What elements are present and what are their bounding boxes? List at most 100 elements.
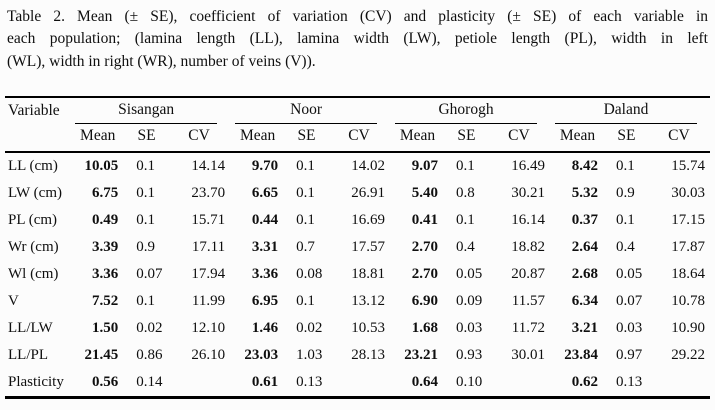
mean-cell: 8.42 [571,158,598,175]
mean-cell: 23.03 [244,347,279,364]
se-cell: 0.1 [456,158,475,175]
mean-cell: 23.21 [404,347,439,364]
mean-cell: 0.61 [251,374,279,391]
mean-cell: 6.75 [91,185,119,202]
cv-cell: 30.03 [671,185,705,202]
subheader-se: SE [125,124,168,154]
mean-cell: 0.41 [411,212,439,229]
group-label: Noor [290,101,322,119]
mean-cell: 3.39 [91,239,119,256]
variable-cell: LL (cm) [8,158,58,175]
cv-cell: 16.69 [351,212,386,229]
subheader-row: Mean SE CV Mean SE CV Mean SE CV Mean SE CV [5,124,710,154]
mean-cell: 6.65 [251,185,279,202]
table-row: LL/PL 21.45 0.86 26.10 23.03 1.03 28.13 23.21 0.… [5,342,710,369]
mean-cell: 2.64 [571,239,598,256]
mean-cell: 0.56 [91,374,119,391]
mean-cell: 0.37 [571,212,598,229]
table-caption: Table 2. Mean (± SE), coefficient of var… [7,6,708,73]
subheader-cv: CV [167,124,231,154]
cv-cell: 18.82 [511,239,545,256]
variable-column-header: Variable [5,97,71,154]
se-cell: 0.7 [296,239,315,256]
caption-line: (WL), width in right (WR), number of vei… [7,52,316,70]
se-cell: 0.1 [296,212,315,229]
cv-cell: 16.14 [511,212,545,229]
cv-cell: 28.13 [351,347,386,364]
se-cell: 0.1 [616,212,635,229]
se-cell: 0.05 [456,266,483,283]
mean-cell: 7.52 [91,293,119,310]
table-row: V 7.52 0.1 11.99 6.95 0.1 13.12 6.90 0.09 11.57 6.… [5,288,710,315]
se-cell: 0.07 [136,266,163,283]
table-row: LL (cm) 10.05 0.1 14.14 9.70 0.1 14.02 9.07 0.1 1… [5,152,710,180]
mean-cell: 6.90 [411,293,439,310]
mean-cell: 5.32 [571,185,598,202]
mean-cell: 3.36 [91,266,119,283]
group-underline: Daland [555,101,697,125]
mean-cell: 2.70 [411,239,439,256]
table-row: LW (cm) 6.75 0.1 23.70 6.65 0.1 26.91 5.40 0.8 30… [5,180,710,207]
cv-cell: 26.91 [351,185,386,202]
mean-cell: 1.68 [411,320,439,337]
se-cell: 0.9 [136,239,155,256]
group-underline: Noor [235,101,378,125]
cv-cell: 10.78 [671,293,705,310]
cv-cell: 14.14 [191,158,226,175]
group-underline: Sisangan [75,101,218,125]
variable-cell: LL/PL [8,347,48,364]
se-cell: 0.02 [136,320,163,337]
cv-cell: 10.53 [351,320,386,337]
mean-cell: 1.50 [91,320,119,337]
se-cell: 0.10 [456,374,483,391]
mean-cell: 9.07 [411,158,439,175]
group-header-sisangan: Sisangan [70,97,230,125]
se-cell: 0.14 [136,374,163,391]
se-cell: 0.9 [616,185,635,202]
table-row: PL (cm) 0.49 0.1 15.71 0.44 0.1 16.69 0.41 0.1 16… [5,207,710,234]
cv-cell: 29.22 [671,347,705,364]
se-cell: 0.02 [296,320,323,337]
se-cell: 0.97 [616,347,643,364]
caption-line: each population; (lamina length (LL), la… [7,30,708,48]
se-cell: 0.8 [456,185,475,202]
table-row: LL/LW 1.50 0.02 12.10 1.46 0.02 10.53 1.68 0.03 1… [5,315,710,342]
data-table: Variable Sisangan Noor Ghorogh Daland Me… [5,96,710,400]
cv-cell: 11.72 [511,320,545,337]
cv-cell [648,369,710,398]
table-row: Plasticity 0.56 0.14 0.61 0.13 0.64 0.10 0.62 0.… [5,369,710,398]
variable-cell: PL (cm) [8,212,58,229]
mean-cell: 10.05 [84,158,119,175]
cv-cell: 13.12 [351,293,386,310]
mean-cell: 0.64 [411,374,439,391]
mean-cell: 3.21 [571,320,598,337]
subheader-se: SE [285,124,328,154]
subheader-mean: Mean [70,124,126,154]
subheader-se: SE [605,124,648,154]
mean-cell: 0.49 [91,212,119,229]
cv-cell: 16.49 [511,158,545,175]
mean-cell: 0.62 [571,374,598,391]
se-cell: 0.1 [136,212,155,229]
cv-cell: 17.87 [671,239,705,256]
subheader-cv: CV [327,124,391,154]
group-label: Daland [603,101,649,119]
subheader-cv: CV [647,124,710,154]
se-cell: 0.93 [456,347,483,364]
se-cell: 0.1 [616,158,635,175]
cv-cell: 18.64 [671,266,705,283]
se-cell: 1.03 [296,347,323,364]
cv-cell: 30.21 [511,185,545,202]
cv-cell: 12.10 [191,320,226,337]
se-cell: 0.1 [136,293,155,310]
mean-cell: 0.44 [251,212,279,229]
subheader-se: SE [445,124,488,154]
cv-cell: 15.71 [191,212,226,229]
se-cell: 0.1 [296,158,315,175]
mean-cell: 21.45 [84,347,119,364]
se-cell: 0.1 [136,158,155,175]
cv-cell: 17.15 [671,212,705,229]
caption-line: Table 2. Mean (± SE), coefficient of var… [7,8,708,25]
se-cell: 0.1 [296,293,315,310]
group-underline: Ghorogh [395,101,537,125]
